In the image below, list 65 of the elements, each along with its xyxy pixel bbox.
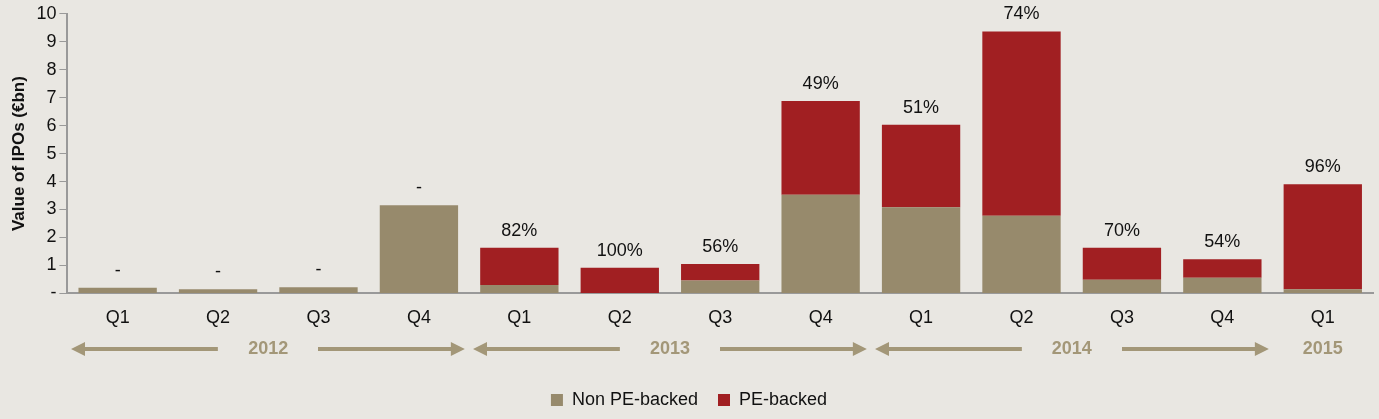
text: 2014 [1051,338,1092,359]
y-axis-title: Value of IPOs (€bn) [8,76,28,232]
bar [279,287,358,293]
bar [1082,247,1162,280]
annotation: 82% [501,219,538,240]
bar [1183,277,1262,293]
bar [178,289,258,293]
text: 2013 [649,338,691,359]
y-tick-label: 10 [36,2,57,23]
bar [982,215,1061,293]
y-tick-label: 5 [46,142,57,163]
text: 2012 [248,338,289,359]
annotation: 74% [1003,3,1040,24]
x-tick-label: Q1 [909,307,934,328]
y-tick-label: 2 [46,226,57,247]
bar [681,280,760,293]
x-tick-label: Q1 [1310,307,1335,328]
bar [580,267,659,293]
bar [1082,279,1162,293]
x-tick-label: Q3 [708,307,733,328]
x-tick-label: Q3 [1109,307,1134,328]
annotation: - [415,177,422,198]
x-tick-label: Q3 [306,307,331,328]
x-tick-label: Q4 [808,307,833,328]
y-tick-label: 4 [46,170,57,191]
y-tick-label: - [50,282,57,303]
x-tick-label: Q2 [1009,307,1034,328]
x-tick-label: Q1 [105,307,130,328]
bar [881,207,961,293]
annotation: - [315,259,322,280]
x-tick-label: Q4 [406,307,431,328]
y-tick-label: 8 [46,58,57,79]
annotation: 96% [1304,156,1341,177]
legend-label: PE-backed [739,388,828,409]
bar [379,205,459,293]
bar [881,124,961,208]
bar [1183,259,1262,278]
x-tick-label: Q2 [607,307,632,328]
bar [982,31,1061,216]
bar [480,247,559,286]
annotation: 56% [702,236,739,257]
annotation: - [215,261,222,282]
bar [1283,289,1362,293]
annotation: 70% [1103,219,1140,240]
y-tick-label: 6 [46,114,57,135]
bar [1283,184,1362,290]
x-tick-label: Q1 [507,307,532,328]
x-tick-label: Q4 [1210,307,1235,328]
y-tick-label: 9 [46,30,57,51]
bar [681,264,760,281]
bar [781,194,860,293]
y-tick-label: 1 [46,254,57,275]
y-tick-label: 3 [46,198,57,219]
text: 2015 [1302,338,1343,359]
y-tick-label: 7 [46,86,57,107]
annotation: 100% [596,239,643,260]
annotation: 49% [802,73,839,93]
annotation: - [114,259,121,280]
bar [480,285,559,293]
legend-label: Non PE-backed [571,388,699,409]
annotation: 51% [903,96,940,117]
annotation: 54% [1204,231,1241,252]
x-tick-label: Q2 [206,307,231,328]
bar [781,101,860,195]
bar [78,287,157,293]
